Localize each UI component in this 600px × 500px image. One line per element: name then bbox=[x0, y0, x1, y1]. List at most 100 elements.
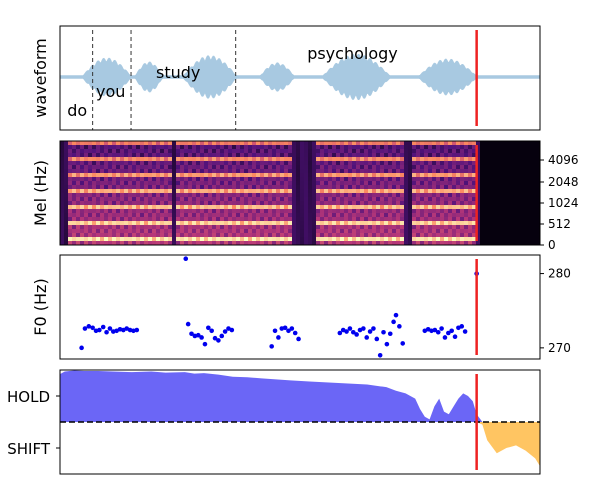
mel-cell bbox=[88, 141, 93, 146]
mel-cell bbox=[220, 185, 225, 190]
mel-cell bbox=[152, 189, 157, 194]
mel-cell bbox=[456, 161, 461, 166]
mel-cell bbox=[72, 237, 77, 242]
mel-cell bbox=[156, 157, 161, 162]
mel-cell bbox=[408, 185, 413, 190]
mel-cell bbox=[516, 165, 521, 170]
mel-cell bbox=[172, 221, 177, 226]
mel-cell bbox=[288, 233, 293, 238]
mel-cell bbox=[200, 177, 205, 182]
mel-cell bbox=[104, 229, 109, 234]
mel-cell bbox=[108, 209, 113, 214]
f0-point bbox=[377, 352, 383, 358]
mel-cell bbox=[400, 161, 405, 166]
mel-cell bbox=[272, 169, 277, 174]
mel-cell bbox=[168, 177, 173, 182]
mel-cell bbox=[496, 229, 501, 234]
mel-cell bbox=[460, 201, 465, 206]
mel-cell bbox=[372, 221, 377, 226]
mel-cell bbox=[80, 221, 85, 226]
mel-cell bbox=[176, 197, 181, 202]
mel-cell bbox=[444, 141, 449, 146]
mel-cell bbox=[192, 165, 197, 170]
mel-cell bbox=[408, 233, 413, 238]
mel-cell bbox=[488, 225, 493, 230]
mel-cell bbox=[212, 225, 217, 230]
mel-cell bbox=[100, 201, 105, 206]
mel-cell bbox=[92, 241, 97, 246]
mel-cell bbox=[60, 185, 65, 190]
mel-cell bbox=[168, 169, 173, 174]
mel-cell bbox=[112, 225, 117, 230]
mel-cell bbox=[368, 177, 373, 182]
f0-point bbox=[100, 324, 106, 330]
mel-cell bbox=[192, 181, 197, 186]
mel-cell bbox=[288, 185, 293, 190]
mel-cell bbox=[528, 165, 533, 170]
mel-cell bbox=[164, 233, 169, 238]
mel-cell bbox=[148, 209, 153, 214]
mel-cell bbox=[276, 225, 281, 230]
mel-cell bbox=[220, 157, 225, 162]
mel-cell bbox=[536, 225, 541, 230]
mel-cell bbox=[292, 169, 297, 174]
mel-cell bbox=[204, 209, 209, 214]
mel-cell bbox=[372, 177, 377, 182]
mel-cell bbox=[472, 173, 477, 178]
mel-cell bbox=[384, 145, 389, 150]
mel-cell bbox=[244, 197, 249, 202]
mel-cell bbox=[224, 205, 229, 210]
mel-cell bbox=[444, 221, 449, 226]
hold-area bbox=[60, 370, 540, 422]
mel-cell bbox=[504, 141, 509, 146]
mel-cell bbox=[516, 205, 521, 210]
mel-cell bbox=[404, 169, 409, 174]
mel-cell bbox=[108, 241, 113, 246]
mel-cell bbox=[160, 233, 165, 238]
mel-cell bbox=[536, 157, 541, 162]
mel-cell bbox=[488, 201, 493, 206]
mel-cell bbox=[120, 197, 125, 202]
mel-cell bbox=[372, 201, 377, 206]
mel-cell bbox=[336, 145, 341, 150]
mel-cell bbox=[112, 205, 117, 210]
mel-cell bbox=[152, 213, 157, 218]
mel-cell bbox=[416, 233, 421, 238]
mel-cell bbox=[228, 213, 233, 218]
mel-cell bbox=[80, 145, 85, 150]
mel-cell bbox=[384, 229, 389, 234]
mel-cell bbox=[476, 233, 481, 238]
mel-cell bbox=[376, 189, 381, 194]
mel-cell bbox=[184, 237, 189, 242]
mel-cell bbox=[308, 185, 313, 190]
mel-cell bbox=[228, 197, 233, 202]
mel-cell bbox=[424, 153, 429, 158]
mel-cell bbox=[192, 205, 197, 210]
mel-cell bbox=[536, 145, 541, 150]
mel-cell bbox=[288, 153, 293, 158]
mel-cell bbox=[532, 209, 537, 214]
mel-cell bbox=[92, 229, 97, 234]
mel-cell bbox=[328, 225, 333, 230]
f0-frame bbox=[59, 254, 541, 360]
mel-cell bbox=[464, 213, 469, 218]
mel-cell bbox=[180, 205, 185, 210]
mel-cell bbox=[472, 217, 477, 222]
mel-cell bbox=[492, 217, 497, 222]
mel-cell bbox=[292, 141, 297, 146]
mel-cell bbox=[248, 141, 253, 146]
mel-cell bbox=[508, 193, 513, 198]
mel-cell bbox=[440, 165, 445, 170]
mel-cell bbox=[472, 241, 477, 246]
mel-cell bbox=[356, 241, 361, 246]
mel-cell bbox=[88, 217, 93, 222]
mel-cell bbox=[260, 237, 265, 242]
mel-cell bbox=[188, 169, 193, 174]
mel-cell bbox=[360, 189, 365, 194]
mel-cell bbox=[156, 225, 161, 230]
mel-cell bbox=[508, 173, 513, 178]
mel-cell bbox=[444, 165, 449, 170]
mel-cell bbox=[444, 173, 449, 178]
mel-cell bbox=[440, 181, 445, 186]
mel-cell bbox=[480, 177, 485, 182]
